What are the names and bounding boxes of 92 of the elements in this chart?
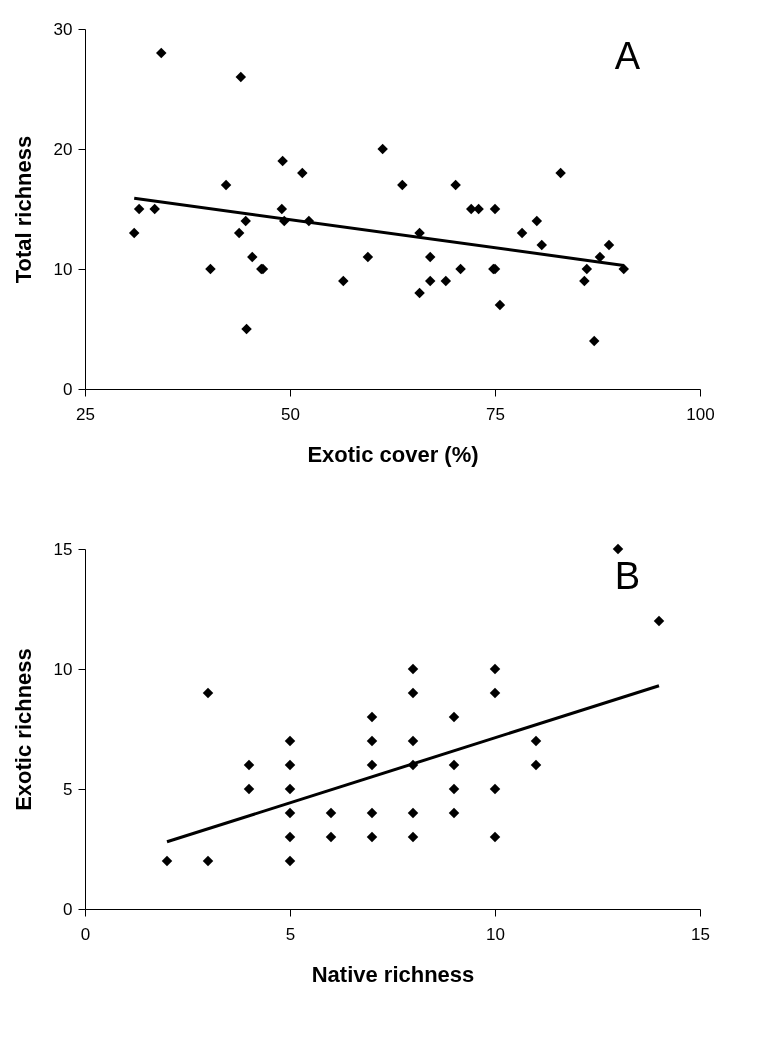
- point: [366, 735, 378, 747]
- point: [325, 831, 337, 843]
- point: [220, 179, 232, 191]
- annotation: A: [614, 35, 641, 77]
- point: [494, 299, 506, 311]
- point: [284, 759, 296, 771]
- x-tick-label: 50: [281, 404, 300, 424]
- point: [397, 179, 408, 191]
- point: [235, 71, 247, 83]
- x-tick-label: 100: [686, 404, 715, 424]
- point: [555, 167, 566, 179]
- point: [579, 275, 590, 287]
- y-tick-label: 10: [53, 259, 73, 279]
- point: [133, 203, 145, 215]
- point: [407, 663, 419, 675]
- point: [202, 687, 214, 699]
- point: [424, 251, 436, 263]
- y-axis-title: Exotic richness: [10, 648, 36, 811]
- point: [531, 215, 543, 227]
- point: [489, 687, 501, 699]
- point: [366, 711, 378, 723]
- point: [366, 759, 378, 771]
- y-tick-label: 0: [63, 899, 73, 919]
- point: [407, 687, 419, 699]
- point: [241, 323, 252, 335]
- x-axis-title: Exotic cover (%): [307, 441, 479, 467]
- y-axis-title: Total richness: [10, 135, 36, 284]
- point: [338, 275, 349, 287]
- point: [407, 831, 419, 843]
- y-tick-label: 15: [53, 539, 73, 559]
- point: [455, 263, 466, 275]
- point: [489, 783, 501, 795]
- point: [233, 227, 245, 239]
- point: [653, 615, 665, 627]
- point: [156, 47, 167, 59]
- point: [284, 783, 296, 795]
- point: [448, 783, 460, 795]
- x-tick-label: 10: [486, 924, 505, 944]
- y-tick-label: 0: [63, 379, 73, 399]
- x-tick-label: 15: [691, 924, 710, 944]
- point: [243, 759, 255, 771]
- point: [407, 807, 419, 819]
- point: [612, 543, 624, 555]
- point: [448, 711, 460, 723]
- x-tick-label: 0: [80, 924, 91, 944]
- point: [366, 831, 378, 843]
- point: [202, 855, 214, 867]
- point: [489, 663, 501, 675]
- point: [530, 759, 542, 771]
- point: [581, 263, 593, 275]
- point: [366, 807, 378, 819]
- y-tick-label: 20: [53, 139, 73, 159]
- point: [489, 831, 501, 843]
- point: [205, 263, 216, 275]
- point: [473, 203, 484, 215]
- point: [448, 759, 460, 771]
- point: [424, 275, 436, 287]
- point: [240, 215, 251, 227]
- point: [284, 831, 296, 843]
- y-tick-label: 30: [53, 19, 73, 39]
- point: [448, 807, 460, 819]
- point: [243, 783, 255, 795]
- point: [440, 275, 452, 287]
- point: [489, 203, 501, 215]
- point: [276, 203, 288, 215]
- point: [284, 855, 296, 867]
- x-tick-label: 5: [285, 924, 296, 944]
- point: [536, 239, 547, 251]
- point: [128, 227, 140, 239]
- point: [284, 735, 296, 747]
- point: [414, 287, 425, 299]
- x-axis-title: Native richness: [311, 961, 475, 987]
- point: [516, 227, 528, 239]
- point: [325, 807, 337, 819]
- point: [377, 143, 388, 155]
- point: [450, 179, 461, 191]
- point: [161, 855, 173, 867]
- point: [297, 167, 308, 179]
- point: [247, 251, 258, 263]
- point: [530, 735, 542, 747]
- point: [407, 735, 419, 747]
- point: [149, 203, 160, 215]
- point: [362, 251, 374, 263]
- point: [603, 239, 615, 251]
- point: [277, 155, 288, 167]
- point: [284, 807, 296, 819]
- point: [588, 335, 600, 347]
- y-tick-label: 5: [63, 779, 73, 799]
- annotation: B: [614, 555, 640, 597]
- y-tick-label: 10: [53, 659, 73, 679]
- x-tick-label: 75: [486, 404, 505, 424]
- x-tick-label: 25: [76, 404, 95, 424]
